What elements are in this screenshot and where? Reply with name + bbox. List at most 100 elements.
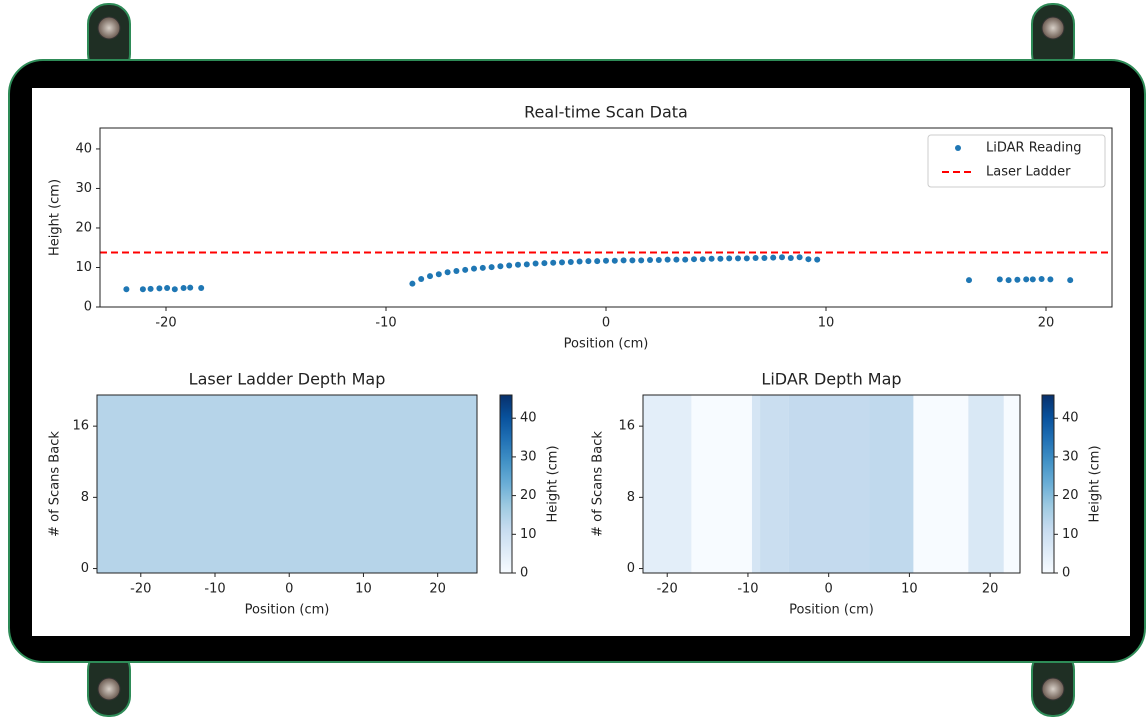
lidar-point (805, 256, 812, 263)
lidar-point (488, 264, 495, 271)
lidar-point (427, 273, 433, 280)
colorbar-tick-label: 40 (1062, 411, 1079, 426)
lidar-point (620, 257, 627, 264)
legend-label: Laser Ladder (986, 165, 1071, 180)
lidar-point (444, 269, 451, 276)
heat-column (788, 395, 870, 573)
lidar-point (418, 275, 425, 282)
colorbar-tick-label: 0 (1062, 566, 1070, 581)
colorbar (1041, 394, 1055, 574)
lidar-point (462, 266, 469, 273)
lidar-point (585, 258, 592, 265)
y-tick-label: 8 (81, 490, 89, 505)
lidar-point (796, 254, 803, 261)
colorbar-tick-label: 40 (520, 411, 537, 426)
colorbar-label: Height (cm) (546, 445, 561, 522)
x-tick-label: 10 (355, 582, 372, 597)
lidar-point (743, 255, 750, 262)
lidar-point (814, 256, 821, 263)
lidar-point (198, 285, 205, 292)
lidar-point (594, 258, 601, 265)
colorbar-tick-label: 0 (520, 566, 528, 581)
lidar-point (664, 256, 671, 263)
lidar-point (611, 257, 618, 264)
y-tick-label: 0 (81, 561, 89, 576)
x-tick-label: 0 (285, 582, 293, 597)
lidar-point (717, 255, 724, 262)
lidar-point (1029, 276, 1036, 283)
heat-column (643, 395, 692, 573)
lidar-point (506, 262, 513, 269)
lidar-point (164, 285, 171, 292)
lidar-point (139, 286, 146, 293)
lidar-point (699, 256, 706, 263)
lidar-point (435, 271, 442, 278)
plot-area (643, 395, 1020, 573)
x-axis-label: Position (cm) (564, 337, 649, 352)
colorbar-tick-label: 30 (520, 449, 537, 464)
lidar-point (1038, 275, 1045, 282)
lidar-point (147, 285, 154, 292)
colorbar-tick-label: 20 (1062, 488, 1079, 503)
lidar-point (550, 259, 557, 266)
x-tick-label: 20 (1038, 316, 1055, 331)
lidar-point (497, 263, 504, 270)
x-tick-label: 20 (982, 582, 999, 597)
lidar-point (655, 256, 662, 263)
lidar-point (1014, 276, 1021, 283)
chart-title: LiDAR Depth Map (761, 370, 901, 389)
lidar-point (559, 259, 565, 266)
y-tick-label: 8 (627, 490, 635, 505)
lidar-point (541, 260, 548, 267)
x-tick-label: -20 (155, 316, 176, 331)
lidar-point (691, 256, 697, 263)
lidar-point (1023, 276, 1030, 283)
lidar-point (409, 280, 416, 287)
heat-column (751, 395, 761, 573)
screws (97, 16, 1065, 701)
x-tick-label: 10 (901, 582, 918, 597)
x-tick-label: 0 (602, 316, 610, 331)
lidar-point (647, 256, 653, 263)
lidar-point (123, 286, 130, 293)
lidar-point (752, 255, 759, 262)
heat-column (1003, 395, 1020, 573)
colorbar (499, 394, 513, 574)
x-tick-label: 20 (429, 582, 446, 597)
heat-column (913, 395, 969, 573)
lidar-point (567, 258, 574, 265)
chart-title: Real-time Scan Data (524, 103, 688, 122)
plot-frame (642, 394, 1021, 574)
colorbar-tick-label: 10 (1062, 527, 1079, 542)
y-tick-label: 30 (75, 181, 92, 196)
lidar-point (787, 255, 794, 262)
lidar-point (187, 284, 194, 291)
plot-area (97, 395, 477, 573)
lidar-point (673, 256, 680, 263)
y-axis-label: # of Scans Back (591, 431, 606, 537)
lidar-point (1047, 276, 1054, 283)
y-axis-label: Height (cm) (48, 179, 63, 256)
lidar-point (726, 255, 733, 262)
x-tick-label: -10 (737, 582, 758, 597)
lidar-point (1005, 277, 1012, 284)
x-axis-label: Position (cm) (245, 603, 330, 618)
lidar-point (471, 265, 477, 272)
heat-column (691, 395, 752, 573)
legend: LiDAR Reading Laser Ladder (927, 134, 1106, 188)
lidar-point (682, 256, 689, 263)
lidar-point (603, 257, 609, 264)
lidar-point (735, 255, 741, 262)
legend-box (927, 134, 1106, 188)
heat-column (869, 395, 914, 573)
lidar-point (708, 255, 715, 262)
y-tick-label: 20 (75, 220, 92, 235)
lidar-point (576, 258, 583, 265)
lidar-point (761, 255, 768, 262)
heat-column (968, 395, 1004, 573)
lidar-point (532, 260, 539, 267)
y-tick-label: 0 (84, 300, 92, 315)
x-tick-label: -10 (375, 316, 396, 331)
colorbar-tick-label: 10 (520, 527, 537, 542)
